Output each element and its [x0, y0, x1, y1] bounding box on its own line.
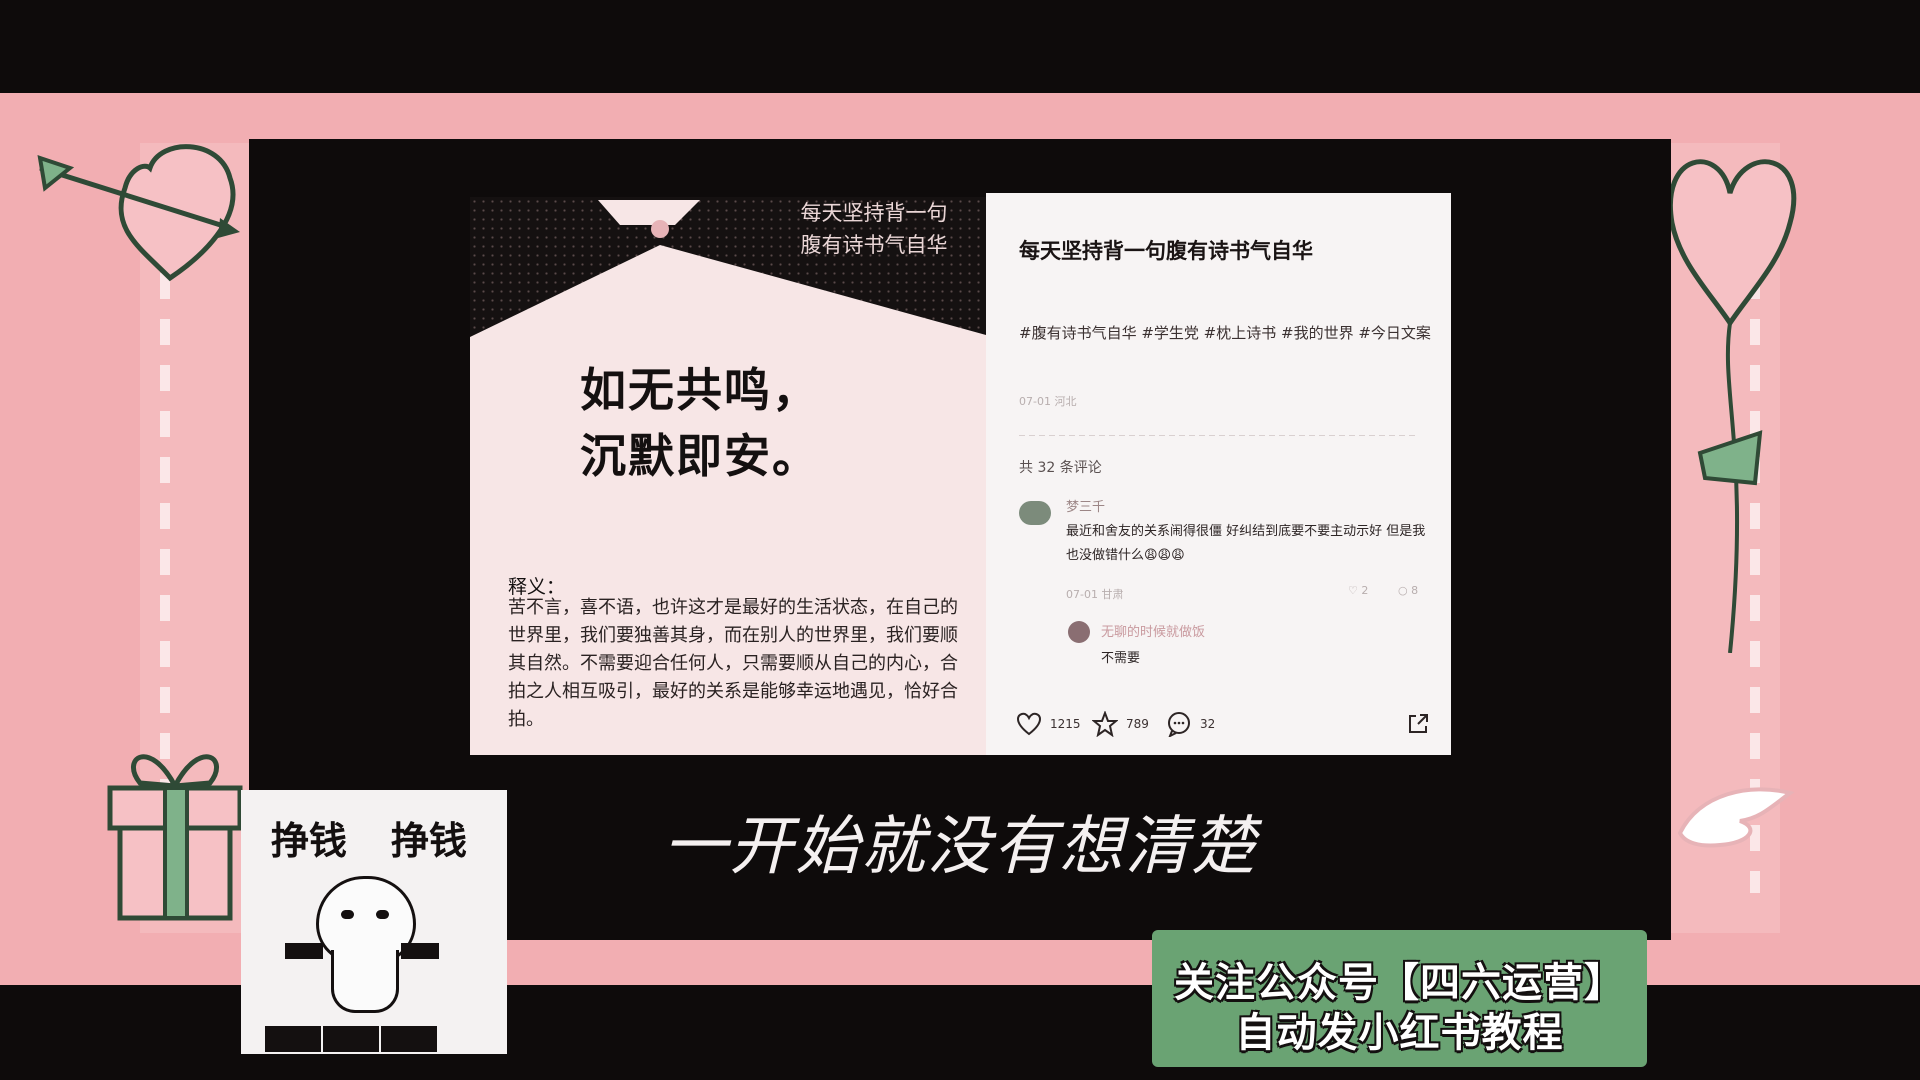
reply-text: 不需要: [1101, 651, 1141, 666]
bear-eye: [376, 910, 389, 919]
comment-button[interactable]: 32: [1166, 711, 1215, 737]
comment-like-button[interactable]: ♡ 2: [1348, 584, 1368, 597]
note-title: 每天坚持背一句腹有诗书气自华: [1019, 239, 1313, 263]
bear-body: [331, 950, 399, 1013]
bear-eye: [341, 910, 354, 919]
poster-image: 每天坚持背一句 腹有诗书气自华 如无共鸣， 沉默即安。 释义： 苦不言，喜不语，…: [470, 197, 986, 755]
star-icon: [1092, 711, 1118, 737]
poster-explain-title: 释义：: [508, 576, 566, 598]
poster-main-verse: 如无共鸣， 沉默即安。: [580, 357, 820, 489]
note-tags[interactable]: #腹有诗书气自华 #学生党 #枕上诗书 #我的世界 #今日文案: [1019, 324, 1431, 342]
follow-banner: 关注公众号【四六运营】 自动发小红书教程: [1152, 930, 1647, 1067]
dashed-border-left: [160, 273, 170, 893]
like-count: 1215: [1050, 717, 1081, 731]
comment-like-count: 2: [1361, 584, 1369, 597]
heart-icon: ♡: [1348, 584, 1362, 597]
wings-icon: [1677, 787, 1795, 848]
censor-box: [265, 1026, 321, 1052]
bear-arm: [285, 943, 323, 959]
poster-top-line-1: 每天坚持背一句: [800, 201, 948, 225]
bear-arm: [401, 943, 439, 959]
comment-count: 共 32 条评论: [1019, 460, 1102, 476]
poster-explain-text: 苦不言，喜不语，也许这才是最好的生活状态，在自己的世界里，我们要独善其身，而在别…: [508, 597, 958, 730]
reply-username[interactable]: 无聊的时候就做饭: [1101, 625, 1206, 640]
avatar[interactable]: [1068, 621, 1090, 643]
comment-date: 07-01 甘肃: [1066, 588, 1124, 601]
avatar[interactable]: [1019, 501, 1051, 525]
banner-line-2: 自动发小红书教程: [1235, 1010, 1564, 1056]
heart-balloon-icon: [1667, 159, 1797, 653]
comment-total: 32: [1200, 717, 1216, 731]
star-button[interactable]: 789: [1092, 711, 1149, 737]
note-detail-panel: 每天坚持背一句腹有诗书气自华 #腹有诗书气自华 #学生党 #枕上诗书 #我的世界…: [986, 193, 1451, 755]
poster-top-line-2: 腹有诗书气自华: [800, 233, 948, 257]
sticker-word-right: 挣钱: [391, 819, 468, 863]
comment-username[interactable]: 梦三千: [1066, 500, 1106, 515]
chat-bubble-icon: ○: [1398, 584, 1412, 597]
note-divider: [1019, 435, 1419, 436]
meme-sticker: 挣钱 挣钱: [241, 790, 507, 1054]
banner-line-1: 关注公众号【四六运营】: [1174, 960, 1625, 1006]
note-action-bar: 1215 789 32: [986, 693, 1451, 755]
gift-box-icon: [107, 754, 243, 921]
star-count: 789: [1126, 717, 1149, 731]
comment-reply-button[interactable]: ○ 8: [1398, 584, 1418, 597]
share-icon: [1409, 714, 1428, 733]
share-button[interactable]: [1406, 711, 1430, 737]
comment-reply-count: 8: [1411, 584, 1419, 597]
poster-main-line-1: 如无共鸣，: [580, 363, 820, 417]
chat-bubble-icon: [1168, 712, 1190, 737]
dashed-border-right: [1750, 273, 1760, 893]
heart-icon: [1016, 712, 1042, 736]
heart-arrow-icon: [37, 144, 240, 282]
letterbox-top: [0, 0, 1920, 93]
comment-text: 最近和舍友的关系闹得很僵 好纠结到底要不要主动示好 但是我也没做错什么😩😩😩: [1066, 524, 1426, 563]
poster-main-line-2: 沉默即安。: [580, 429, 820, 483]
sticker-word-left: 挣钱: [271, 819, 348, 863]
censor-box: [323, 1026, 379, 1052]
censor-box: [381, 1026, 437, 1052]
house-roof-shape: [470, 200, 986, 397]
video-subtitle: 一开始就没有想清楚: [663, 810, 1257, 884]
poster-top-verse: 每天坚持背一句 腹有诗书气自华: [774, 197, 974, 261]
like-button[interactable]: 1215: [1016, 711, 1081, 737]
note-meta: 07-01 河北: [1019, 395, 1077, 408]
bear-head: [316, 876, 416, 964]
